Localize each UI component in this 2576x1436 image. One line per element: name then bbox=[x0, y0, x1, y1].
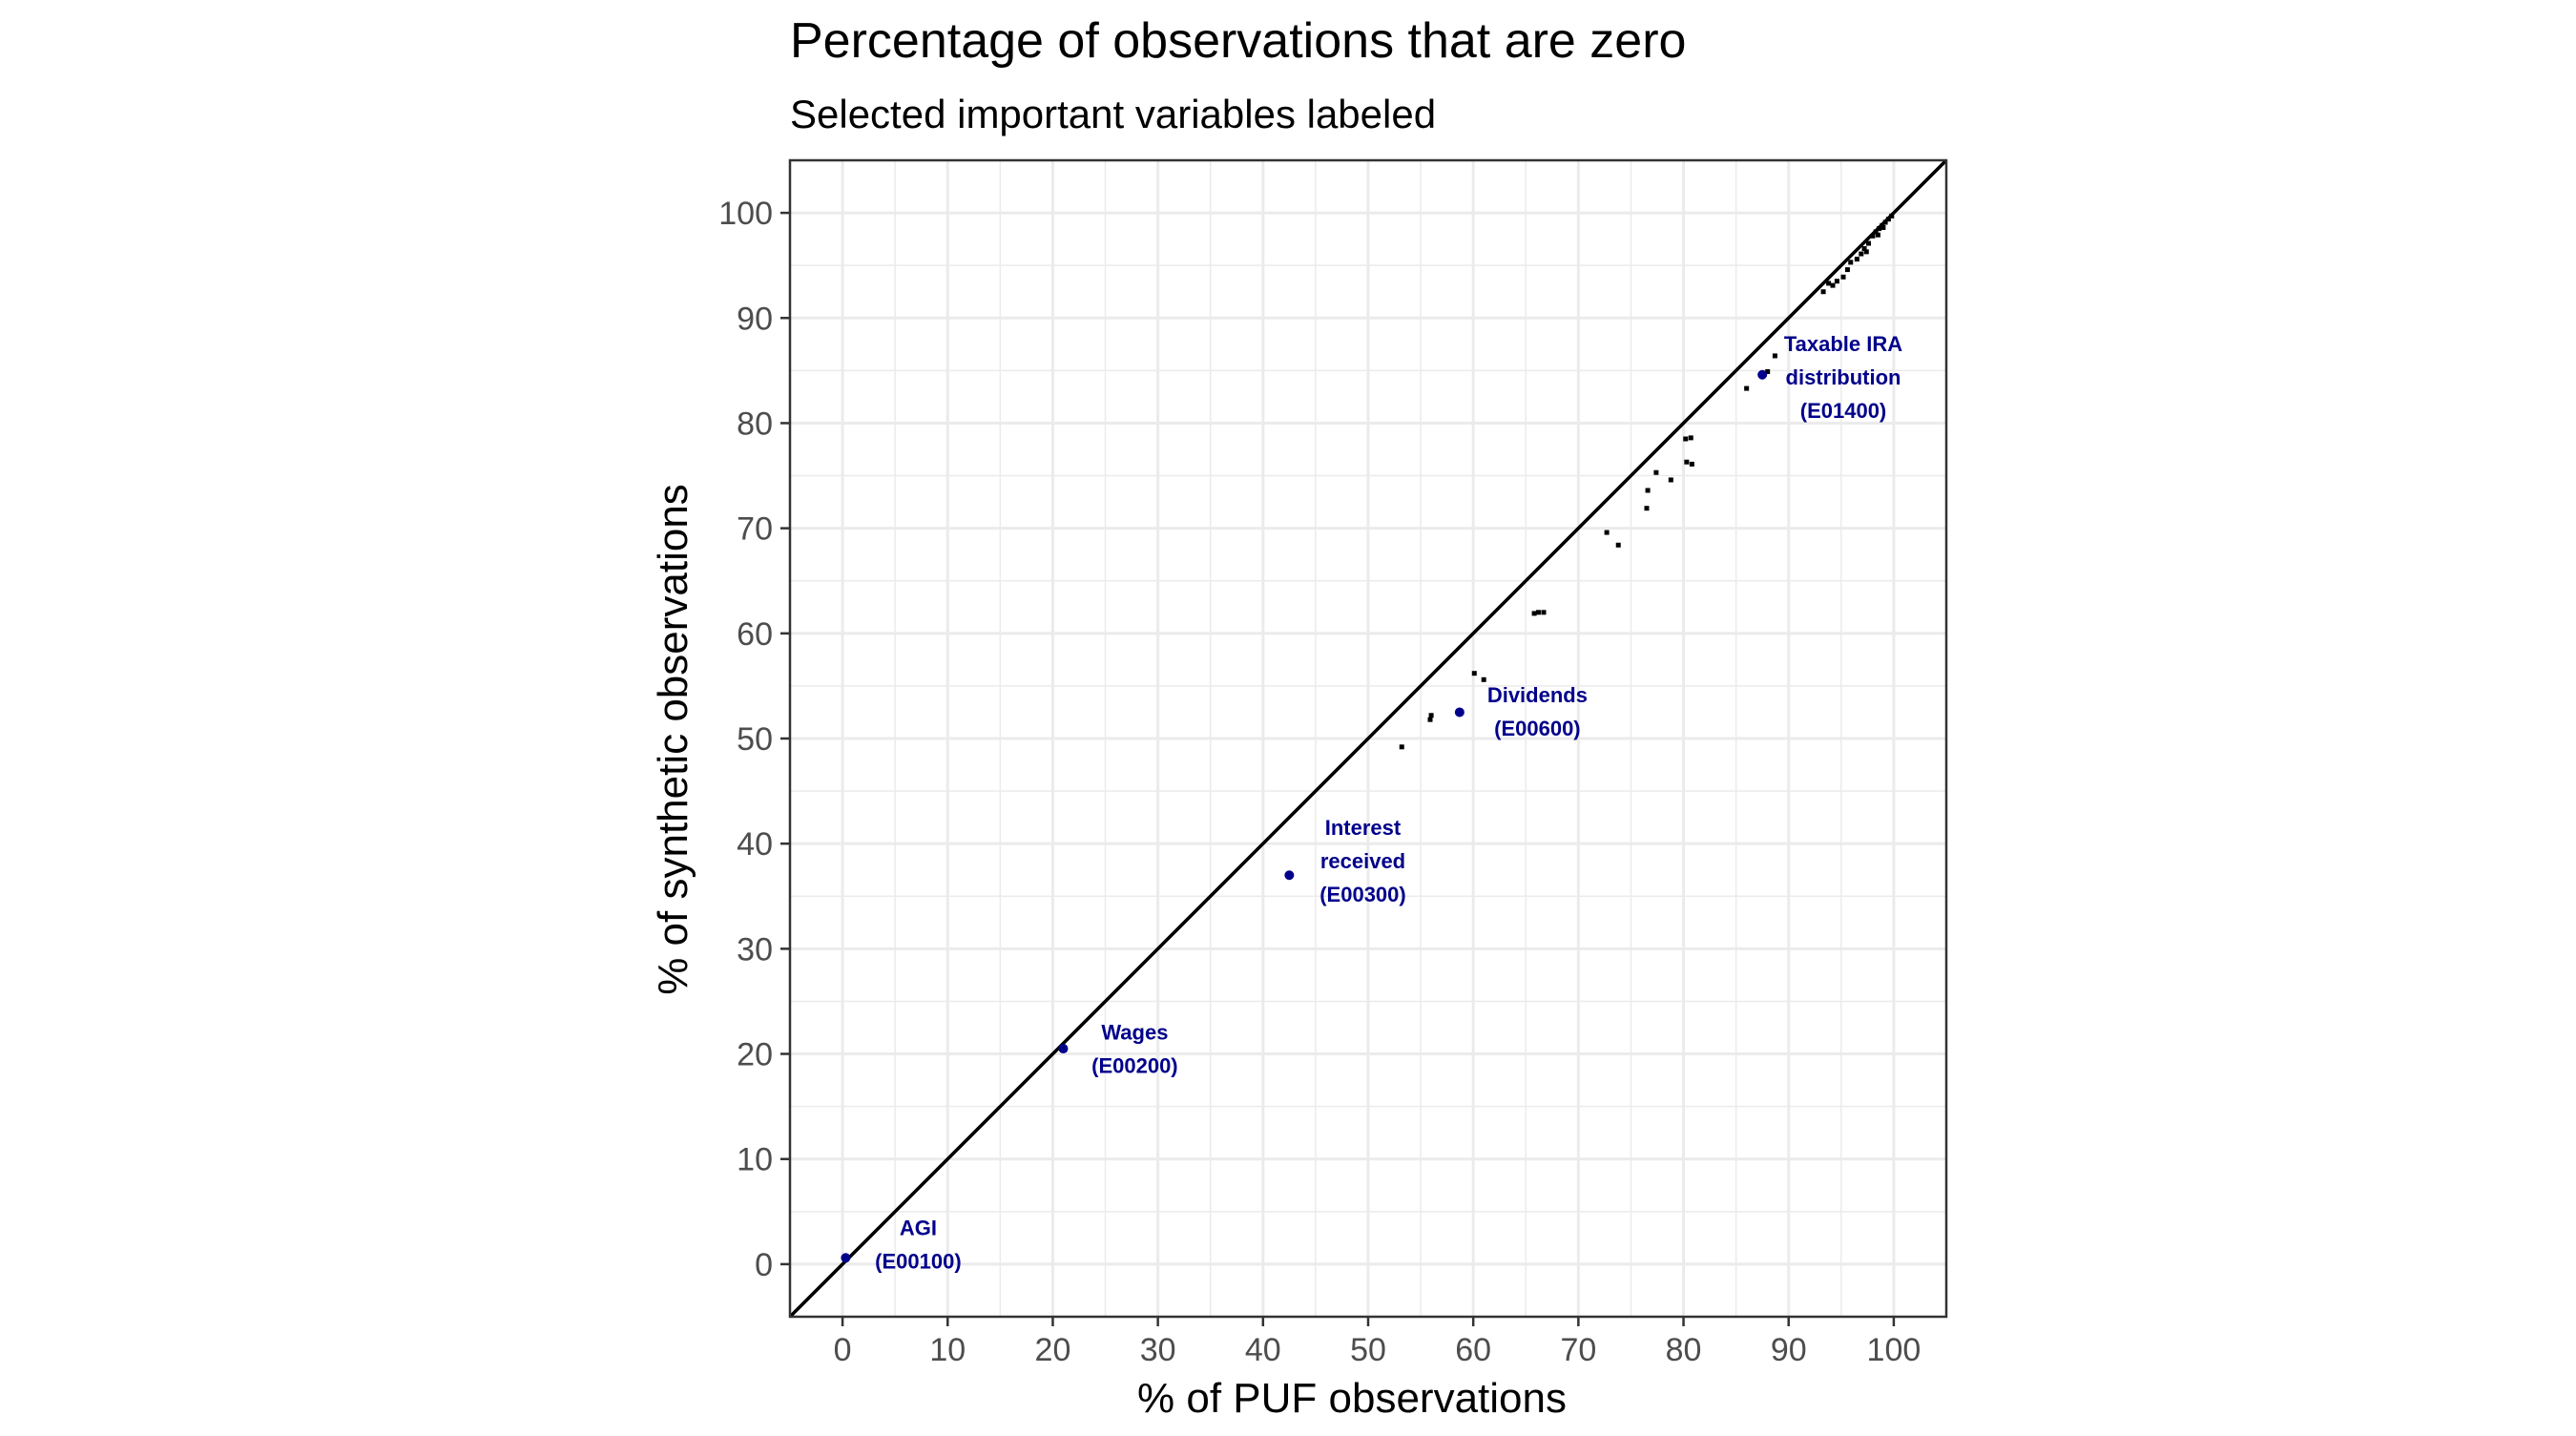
highlight-point bbox=[1284, 870, 1295, 881]
annotation-line: (E01400) bbox=[1800, 399, 1887, 423]
annotation-line: AGI bbox=[900, 1216, 937, 1239]
data-point bbox=[1644, 506, 1650, 511]
data-point bbox=[1689, 461, 1694, 467]
y-tick-label: 30 bbox=[737, 931, 773, 968]
plot-area: AGI (E00100) Wages (E00200) Interest received… bbox=[718, 158, 1948, 1368]
data-point bbox=[1834, 279, 1839, 284]
y-tick-label: 40 bbox=[737, 826, 773, 863]
data-point bbox=[1604, 530, 1610, 535]
data-point bbox=[1615, 542, 1621, 548]
data-point bbox=[1645, 488, 1651, 493]
x-tick-label: 30 bbox=[1140, 1332, 1176, 1368]
data-point bbox=[1765, 368, 1771, 374]
data-point bbox=[1653, 469, 1659, 475]
data-point bbox=[1427, 717, 1433, 722]
data-point bbox=[1531, 611, 1537, 616]
x-axis-label: % of PUF observations bbox=[1137, 1375, 1567, 1422]
point-annotation: AGI (E00100) bbox=[875, 1216, 962, 1273]
y-tick-label: 20 bbox=[737, 1037, 773, 1073]
annotation-line: (E00200) bbox=[1091, 1054, 1178, 1078]
data-point bbox=[1880, 225, 1886, 231]
chart-subtitle: Selected important variables labeled bbox=[790, 92, 1436, 136]
data-point bbox=[1535, 610, 1541, 615]
data-point bbox=[1428, 713, 1434, 718]
data-point bbox=[1882, 219, 1888, 225]
chart-title: Percentage of observations that are zero bbox=[790, 13, 1686, 69]
data-point bbox=[1844, 267, 1850, 273]
data-point bbox=[1820, 289, 1826, 295]
annotation-line: Interest bbox=[1325, 816, 1402, 840]
x-tick-label: 90 bbox=[1771, 1332, 1807, 1368]
point-annotation: Dividends (E00600) bbox=[1487, 683, 1588, 740]
data-point bbox=[1830, 282, 1836, 288]
data-point bbox=[1885, 217, 1891, 222]
data-point bbox=[1772, 353, 1777, 359]
x-tick-label: 40 bbox=[1245, 1332, 1281, 1368]
x-tick-label: 80 bbox=[1666, 1332, 1702, 1368]
y-tick-label: 70 bbox=[737, 511, 773, 548]
point-annotation: Interest received (E00300) bbox=[1319, 816, 1406, 906]
data-point bbox=[1684, 459, 1690, 465]
data-point bbox=[1863, 249, 1869, 255]
x-tick-label: 70 bbox=[1560, 1332, 1596, 1368]
x-tick-label: 20 bbox=[1035, 1332, 1071, 1368]
annotation-line: Wages bbox=[1101, 1021, 1168, 1045]
data-point bbox=[1471, 671, 1477, 676]
data-point bbox=[1875, 232, 1880, 238]
data-point bbox=[1889, 213, 1895, 219]
point-annotation: Taxable IRA distribution (E01400) bbox=[1784, 332, 1902, 423]
data-point bbox=[1744, 385, 1750, 391]
x-tick-label: 60 bbox=[1455, 1332, 1491, 1368]
data-point bbox=[1683, 436, 1689, 442]
y-tick-label: 50 bbox=[737, 721, 773, 758]
annotation-line: Taxable IRA bbox=[1784, 332, 1902, 356]
annotation-line: (E00100) bbox=[875, 1249, 962, 1273]
data-point bbox=[1399, 744, 1404, 750]
highlight-point bbox=[1454, 707, 1465, 718]
y-axis-label: % of synthetic observations bbox=[650, 484, 696, 995]
data-point bbox=[1873, 229, 1879, 235]
x-tick-label: 10 bbox=[929, 1332, 966, 1368]
data-point bbox=[1840, 274, 1846, 280]
y-tick-label: 60 bbox=[737, 616, 773, 653]
highlight-point bbox=[841, 1253, 851, 1263]
annotation-line: received bbox=[1320, 849, 1405, 873]
x-tick-label: 100 bbox=[1867, 1332, 1922, 1368]
data-point bbox=[1870, 233, 1876, 239]
y-tick-label: 100 bbox=[718, 196, 773, 232]
y-tick-label: 0 bbox=[755, 1247, 773, 1283]
y-tick-label: 80 bbox=[737, 406, 773, 442]
highlight-point bbox=[1058, 1044, 1069, 1054]
annotation-line: (E00600) bbox=[1494, 717, 1581, 740]
x-tick-label: 0 bbox=[834, 1332, 852, 1368]
data-point bbox=[1826, 281, 1832, 286]
data-point bbox=[1481, 676, 1486, 682]
data-point bbox=[1865, 240, 1871, 246]
data-point bbox=[1541, 610, 1547, 615]
annotation-line: (E00300) bbox=[1319, 883, 1406, 906]
data-point bbox=[1859, 251, 1864, 257]
data-point bbox=[1876, 226, 1881, 232]
annotation-line: Dividends bbox=[1487, 683, 1588, 707]
point-annotation: Wages (E00200) bbox=[1091, 1021, 1178, 1078]
data-point bbox=[1848, 260, 1854, 265]
reference-line bbox=[788, 158, 1948, 1319]
x-tick-label: 50 bbox=[1350, 1332, 1386, 1368]
data-point bbox=[1861, 246, 1867, 252]
highlight-point bbox=[1757, 369, 1768, 380]
data-point bbox=[1854, 257, 1859, 262]
y-tick-label: 90 bbox=[737, 301, 773, 337]
y-tick-label: 10 bbox=[737, 1142, 773, 1178]
data-point bbox=[1688, 435, 1693, 441]
data-point bbox=[1668, 477, 1673, 483]
annotation-line: distribution bbox=[1786, 365, 1901, 389]
